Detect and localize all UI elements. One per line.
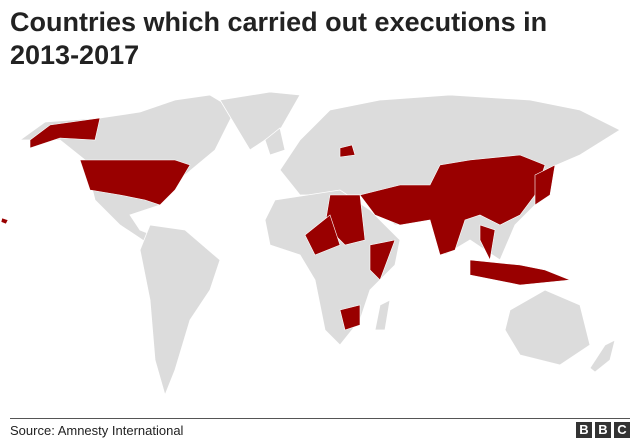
- divider: [10, 418, 630, 419]
- source: Source: Amnesty International: [10, 423, 184, 438]
- executing-countries: [0, 117, 571, 331]
- logo-letter: C: [614, 422, 630, 438]
- logo-letter: B: [576, 422, 592, 438]
- title: Countries which carried out executions i…: [10, 7, 548, 70]
- logo-letter: B: [595, 422, 611, 438]
